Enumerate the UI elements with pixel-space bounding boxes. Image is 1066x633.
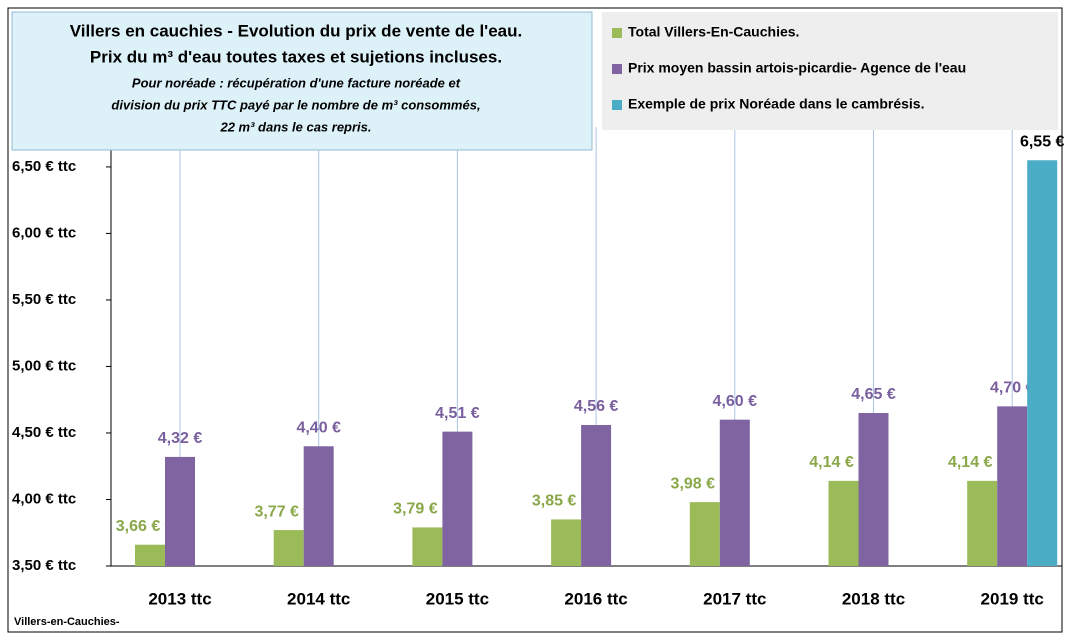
bar	[689, 502, 720, 566]
footer: Villers-en-Cauchies-	[14, 616, 120, 628]
bar	[1027, 160, 1058, 566]
bar	[303, 446, 334, 566]
legend-label: Prix moyen bassin artois-picardie- Agenc…	[628, 60, 966, 76]
x-tick-label: 2017 ttc	[703, 589, 766, 608]
frame	[7, 7, 1063, 633]
y-tick-label: 5,00 € ttc	[12, 357, 76, 374]
chart-subtitle: Prix du m³ d'eau toutes taxes et sujetio…	[90, 47, 502, 66]
y-tick-label: 4,50 € ttc	[12, 424, 76, 441]
legend-swatch	[612, 28, 622, 38]
data-label: 4,65 €	[851, 386, 896, 403]
title-box	[11, 11, 593, 151]
bar	[551, 519, 582, 566]
data-label: 4,60 €	[713, 393, 758, 410]
data-label: 4,51 €	[435, 405, 480, 422]
bar	[442, 431, 473, 566]
y-tick-label: 5,50 € ttc	[12, 291, 76, 308]
y-tick-label: 6,00 € ttc	[12, 224, 76, 241]
legend-swatch	[612, 100, 622, 110]
x-tick-label: 2015 ttc	[426, 589, 489, 608]
bar	[412, 527, 443, 566]
bar	[719, 419, 750, 566]
x-tick-label: 2013 ttc	[148, 589, 211, 608]
x-tick-label: 2019 ttc	[981, 589, 1044, 608]
y-tick-label: 4,00 € ttc	[12, 490, 76, 507]
legend-label: Total Villers-En-Cauchies.	[628, 24, 799, 40]
bar	[997, 406, 1028, 566]
bar	[858, 413, 889, 566]
y-tick-label: 6,50 € ttc	[12, 158, 76, 175]
data-label: 4,40 €	[296, 419, 341, 436]
legend	[602, 12, 1058, 130]
x-tick-label: 2014 ttc	[287, 589, 350, 608]
data-label: 4,32 €	[158, 430, 203, 447]
legend-swatch	[612, 64, 622, 74]
note: division du prix TTC payé par le nombre …	[111, 97, 480, 112]
bar	[967, 480, 998, 566]
data-label: 4,56 €	[574, 398, 619, 415]
bar	[273, 530, 304, 566]
plot: 3,50 € ttc 4,00 € ttc 4,50 € ttc 5,00 € ttc…	[12, 127, 1065, 608]
bar	[581, 424, 612, 566]
legend-label: Exemple de prix Noréade dans le cambrési…	[628, 96, 924, 112]
data-label: 6,55 €	[1020, 133, 1065, 150]
x-tick-label: 2018 ttc	[842, 589, 905, 608]
note: Pour noréade : récupération d'une factur…	[132, 75, 461, 90]
x-tick-label: 2016 ttc	[564, 589, 627, 608]
y-tick-label: 3,50 € ttc	[12, 557, 76, 574]
note: 22 m³ dans le cas repris.	[219, 119, 371, 134]
legend-items: Total Villers-En-Cauchies. Prix moyen bas…	[612, 24, 966, 112]
chart-title: Villers en cauchies - Evolution du prix …	[70, 21, 522, 40]
bar	[135, 544, 165, 566]
bar	[165, 456, 195, 566]
bar	[828, 480, 859, 566]
data-label: 4,70 €	[990, 380, 1035, 397]
